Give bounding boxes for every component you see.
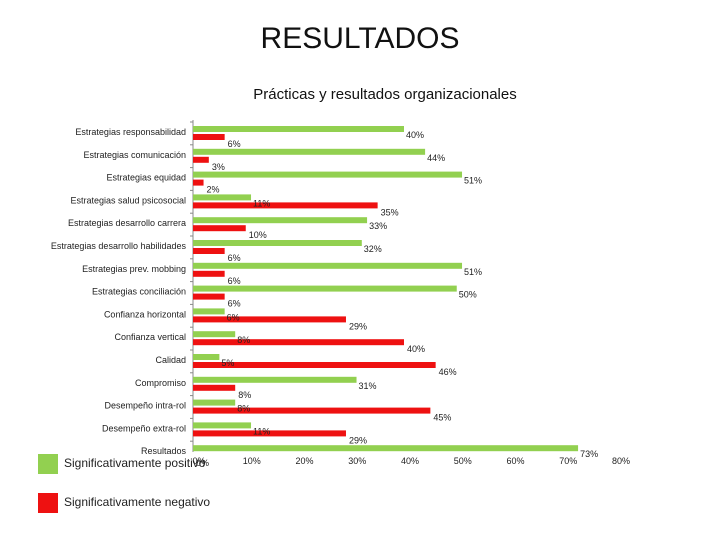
data-label-negative: 2% <box>207 185 220 195</box>
data-label-positive: 32% <box>364 244 382 254</box>
data-label-negative: 10% <box>249 230 267 240</box>
x-tick-label: 50% <box>454 456 472 466</box>
legend-label-negative: Significativamente negativo <box>64 495 211 509</box>
bar-negative <box>193 384 236 391</box>
data-label-negative: 0% <box>196 458 209 468</box>
data-label-negative: 3% <box>212 162 225 172</box>
bar-negative <box>193 225 246 232</box>
data-label-negative: 8% <box>238 390 251 400</box>
bar-negative <box>193 270 225 277</box>
bar-positive <box>193 376 357 383</box>
data-label-negative: 45% <box>433 413 451 423</box>
bar-positive <box>193 262 463 269</box>
data-label-negative: 46% <box>439 367 457 377</box>
chart-title: Prácticas y resultados organizacionales <box>253 86 517 103</box>
data-label-negative: 29% <box>349 435 367 445</box>
category-label: Confianza vertical <box>114 332 186 342</box>
bar-positive <box>193 148 426 155</box>
data-label-negative: 40% <box>407 344 425 354</box>
bar-positive <box>193 285 457 292</box>
bar-positive <box>193 399 236 406</box>
bar-positive <box>193 422 252 429</box>
bar-negative <box>193 339 404 346</box>
x-tick-label: 80% <box>612 456 630 466</box>
x-tick-label: 0% <box>192 456 205 466</box>
category-label: Confianza horizontal <box>104 309 186 319</box>
data-label-positive: 73% <box>580 449 598 459</box>
x-tick-label: 60% <box>506 456 524 466</box>
legend-swatch-negative <box>38 493 58 513</box>
data-label-positive: 5% <box>221 358 234 368</box>
category-label: Estrategias comunicación <box>83 150 186 160</box>
data-label-positive: 51% <box>464 267 482 277</box>
legend-label-positive: Significativamente positivo <box>64 456 206 470</box>
category-label: Estrategias prev. mobbing <box>82 264 186 274</box>
category-label: Estrategias desarrollo habilidades <box>51 241 187 251</box>
bar-positive <box>193 217 368 224</box>
data-label-negative: 6% <box>228 276 241 286</box>
bar-positive <box>193 331 236 338</box>
bar-negative <box>193 156 209 163</box>
category-label: Estrategias responsabilidad <box>75 127 186 137</box>
x-tick-label: 70% <box>559 456 577 466</box>
category-label: Desempeño extra-rol <box>102 423 186 433</box>
data-label-negative: 6% <box>228 253 241 263</box>
x-tick-label: 30% <box>348 456 366 466</box>
data-label-positive: 40% <box>406 130 424 140</box>
legend-item-negative: Significativamente negativo <box>38 493 258 513</box>
x-tick-label: 10% <box>243 456 261 466</box>
data-label-positive: 51% <box>464 176 482 186</box>
category-label: Resultados <box>141 446 187 456</box>
data-label-negative: 35% <box>381 207 399 217</box>
data-label-positive: 31% <box>359 381 377 391</box>
legend-item-positive: Significativamente positivo <box>38 454 258 474</box>
bar-positive <box>193 308 225 315</box>
category-label: Compromiso <box>135 378 186 388</box>
data-label-positive: 8% <box>237 335 250 345</box>
bar-positive <box>193 171 463 178</box>
bar-positive <box>193 240 362 246</box>
data-label-positive: 11% <box>253 426 270 436</box>
legend-swatch-positive <box>38 454 58 474</box>
category-label: Estrategias conciliación <box>92 287 186 297</box>
data-label-negative: 29% <box>349 321 367 331</box>
category-label: Calidad <box>155 355 186 365</box>
x-tick-label: 20% <box>295 456 313 466</box>
category-label: Estrategias desarrollo carrera <box>68 218 186 228</box>
page-title: RESULTADOS <box>260 22 460 55</box>
category-label: Estrategias salud psicosocial <box>70 195 186 205</box>
data-label-positive: 8% <box>237 404 250 414</box>
data-label-positive: 11% <box>253 198 270 208</box>
data-label-negative: 6% <box>228 299 241 309</box>
bar-negative <box>193 362 436 368</box>
bar-positive <box>193 354 220 360</box>
data-label-positive: 44% <box>427 153 445 163</box>
bar-negative <box>193 179 204 186</box>
bar-negative <box>193 293 225 300</box>
bar-positive <box>193 194 252 201</box>
x-tick-label: 40% <box>401 456 419 466</box>
bar-negative <box>193 202 378 209</box>
bar-negative <box>193 134 225 140</box>
bar-negative <box>193 407 431 414</box>
category-label: Desempeño intra-rol <box>104 401 186 411</box>
bar-negative <box>193 316 346 323</box>
data-label-positive: 33% <box>369 221 387 231</box>
data-label-negative: 6% <box>228 139 241 149</box>
data-label-positive: 50% <box>459 290 477 300</box>
data-label-positive: 6% <box>227 312 240 322</box>
bar-negative <box>193 248 225 254</box>
bar-negative <box>193 430 346 437</box>
bar-positive <box>193 126 404 132</box>
category-label: Estrategias equidad <box>106 173 186 183</box>
bar-positive <box>193 445 579 452</box>
